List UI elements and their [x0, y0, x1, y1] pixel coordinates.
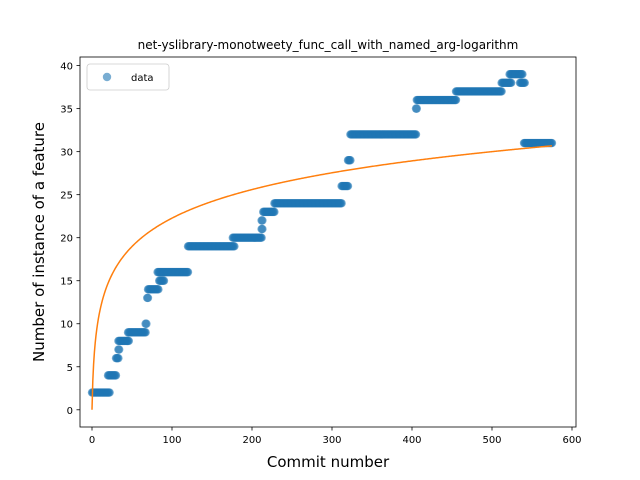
- plot-area: [87, 70, 557, 410]
- data-point: [337, 199, 346, 208]
- data-point: [270, 207, 279, 217]
- y-tick-label: 30: [60, 148, 73, 159]
- data-point: [451, 95, 461, 105]
- fit-line: [91, 145, 553, 410]
- legend-box: [86, 63, 170, 91]
- x-tick-label: 200: [242, 435, 261, 446]
- x-tick-label: 500: [482, 435, 501, 446]
- axes: 0 100 200 300 400 500 600 0 5 10 15 20 25 30 35 40: [60, 56, 582, 446]
- legend-marker: [102, 72, 112, 82]
- data-point: [518, 70, 527, 79]
- data-point: [547, 138, 557, 148]
- data-point: [111, 371, 121, 380]
- data-point: [114, 353, 123, 363]
- data-point: [105, 388, 114, 397]
- x-tick-label: 300: [322, 435, 341, 446]
- x-tick-label: 0: [89, 435, 95, 446]
- data-point: [343, 181, 353, 191]
- data-point: [520, 78, 529, 88]
- data-point: [141, 328, 150, 337]
- y-tick-label: 0: [67, 406, 73, 417]
- legend: data: [86, 63, 170, 91]
- data-point: [507, 78, 516, 88]
- data-point: [412, 104, 421, 113]
- data-point: [154, 285, 163, 294]
- data-point: [230, 242, 239, 251]
- data-point: [497, 87, 506, 96]
- data-point: [159, 276, 169, 285]
- data-point: [115, 345, 124, 354]
- y-tick-label: 20: [60, 234, 73, 245]
- x-tick-label: 600: [562, 435, 581, 446]
- y-tick-label: 15: [60, 277, 73, 288]
- x-tick-label: 100: [162, 435, 181, 446]
- y-axis-title: Number of instance of a feature: [30, 122, 48, 362]
- data-point: [183, 267, 193, 277]
- legend-label: data: [131, 73, 154, 84]
- data-point: [258, 216, 267, 225]
- data-point: [346, 156, 355, 165]
- axes-frame: [79, 56, 577, 428]
- chart-title: net-yslibrary-monotweety_func_call_with_…: [138, 38, 519, 52]
- y-tick-label: 25: [60, 191, 73, 202]
- data-point: [142, 319, 151, 328]
- y-tick-label: 40: [60, 62, 73, 73]
- x-tick-label: 400: [402, 435, 421, 446]
- x-axis-title: Commit number: [267, 453, 390, 471]
- data-point: [411, 130, 421, 139]
- data-point: [258, 224, 267, 234]
- data-point: [124, 336, 133, 346]
- data-point: [257, 233, 266, 242]
- y-tick-label: 10: [60, 320, 73, 331]
- y-tick-label: 35: [60, 105, 73, 116]
- y-tick-label: 5: [67, 363, 73, 374]
- data-point: [143, 293, 153, 303]
